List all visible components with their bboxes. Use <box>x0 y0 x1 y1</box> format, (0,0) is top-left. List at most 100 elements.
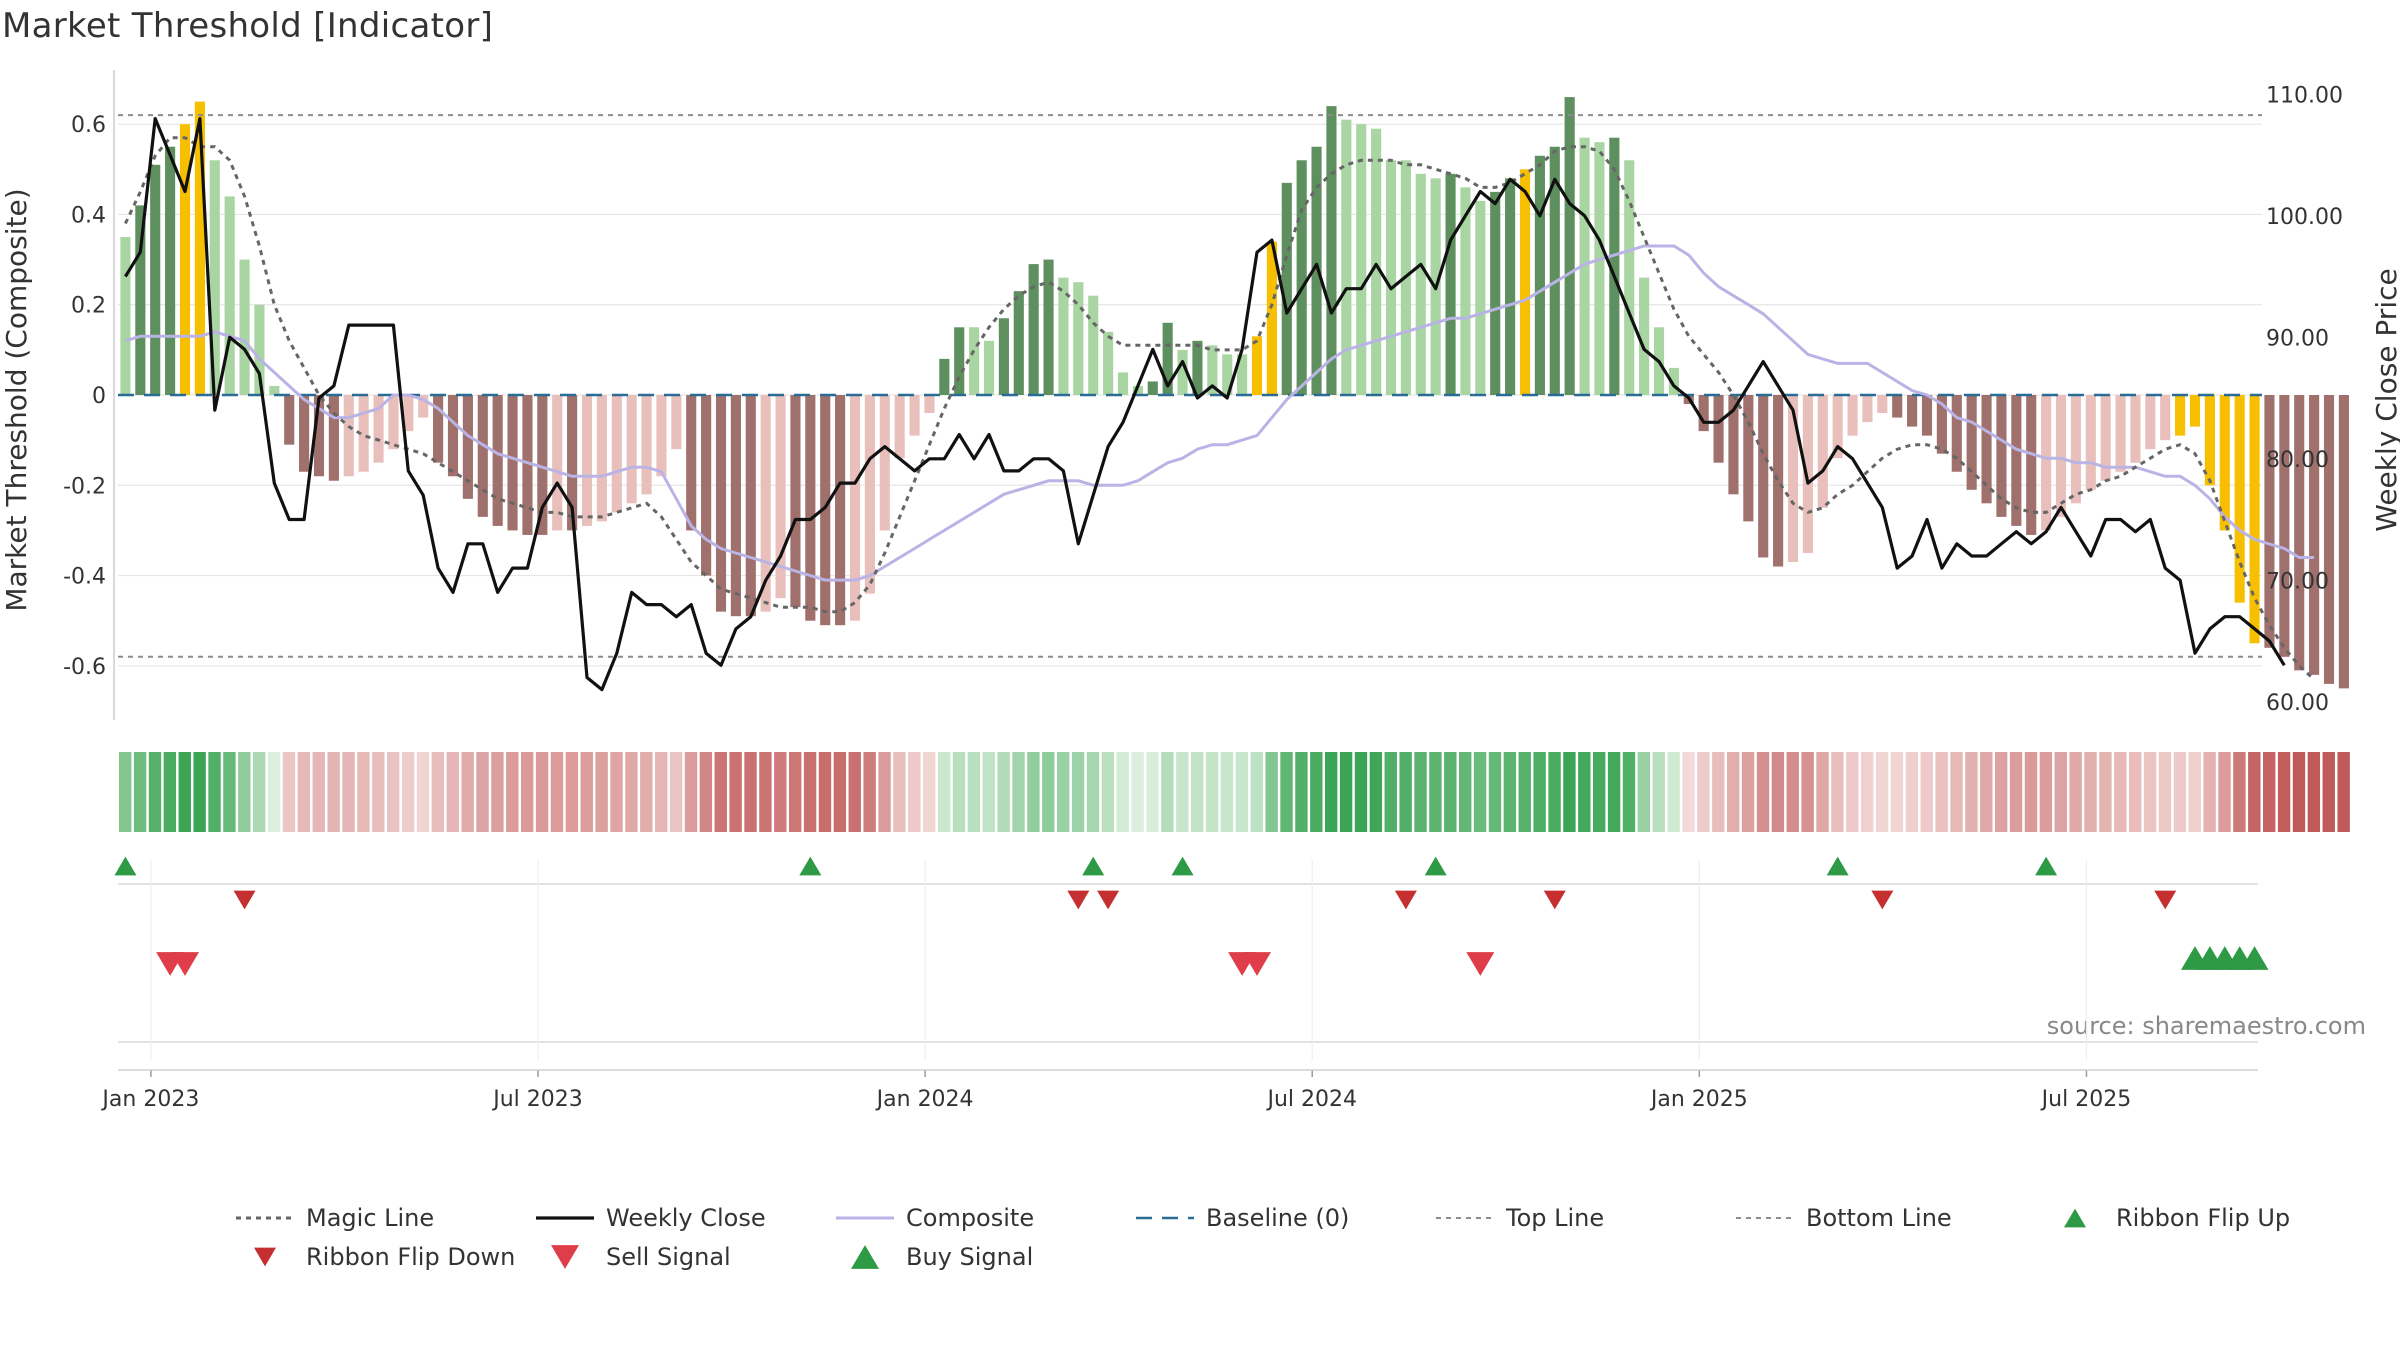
ribbon-cell <box>1399 752 1412 832</box>
composite-bar <box>1519 169 1531 395</box>
ribbon-cell <box>133 752 147 832</box>
composite-bar <box>150 164 161 395</box>
ribbon-cell <box>1771 752 1785 832</box>
ribbon-flip-up-marker <box>1826 856 1849 876</box>
y-tick-label: 0.2 <box>71 294 106 319</box>
composite-bar <box>313 395 325 477</box>
ribbon-flip-up-marker <box>1424 856 1447 876</box>
legend-item-close: Weekly Close <box>536 1204 766 1232</box>
ribbon-flip-down-marker <box>1097 890 1120 910</box>
ribbon-cell <box>744 752 757 832</box>
legend-item-flipdown: Ribbon Flip Down <box>254 1243 515 1271</box>
ribbon-cell <box>1325 752 1338 832</box>
y-tick-label: 0.6 <box>71 113 106 138</box>
ribbon-cell <box>163 752 177 832</box>
composite-bar <box>1892 395 1903 418</box>
ribbon-cell <box>833 752 847 832</box>
composite-bar <box>1594 142 1605 395</box>
composite-bar <box>299 395 310 472</box>
ribbon-cell <box>2084 752 2097 832</box>
ribbon-flip-down-marker <box>1067 890 1090 910</box>
legend-label: Baseline (0) <box>1206 1204 1349 1232</box>
composite-bar <box>1326 106 1337 395</box>
composite-bar <box>2249 395 2260 644</box>
ribbon-cell <box>431 752 445 832</box>
ribbon-cell <box>416 752 430 832</box>
composite-bar <box>224 196 235 395</box>
composite-bar <box>894 395 905 459</box>
ribbon-cell <box>2158 752 2172 832</box>
ribbon-cell <box>1176 752 1189 832</box>
ribbon-cell <box>2248 752 2261 832</box>
ribbon-cell <box>1339 752 1353 832</box>
ribbon-cell <box>2337 752 2350 832</box>
ribbon-cell <box>1086 752 1100 832</box>
ribbon-cell <box>655 752 668 832</box>
composite-bar <box>1475 200 1486 395</box>
composite-bar <box>1743 395 1754 522</box>
composite-bar <box>522 395 533 535</box>
axes: 0.6 0.4 0.2 0 -0.2 -0.4 -0.6 110.00 100.00 90.00 8… <box>0 70 2400 1112</box>
composite-bar <box>2160 395 2171 441</box>
ribbon-cell <box>2114 752 2127 832</box>
composite-bar <box>849 395 861 621</box>
ribbon-cell <box>2009 752 2023 832</box>
composite-bar <box>2145 395 2156 450</box>
composite-bar <box>1192 340 1203 395</box>
composite-bar <box>2234 395 2245 603</box>
composite-bar <box>1951 395 1962 472</box>
ribbon-cell <box>908 752 921 832</box>
composite-bar <box>1385 160 1397 395</box>
ribbon-cell <box>699 752 713 832</box>
composite-bar <box>730 395 741 617</box>
ribbon-cell <box>2069 752 2082 832</box>
ribbon-cell <box>2143 752 2157 832</box>
ribbon-flip-up-marker <box>1171 856 1194 876</box>
ribbon-cell <box>1980 752 1993 832</box>
composite-bar <box>358 395 369 472</box>
y-tick-label: -0.2 <box>63 474 106 499</box>
ribbon-cell <box>997 752 1010 832</box>
ribbon-cell <box>1935 752 1948 832</box>
composite-bar <box>2294 395 2305 671</box>
ribbon-cell <box>640 752 653 832</box>
ribbon-cell <box>208 752 221 832</box>
ribbon-cell <box>178 752 191 832</box>
composite-bar <box>835 395 846 626</box>
composite-bar <box>1028 264 1039 395</box>
ribbon-cell <box>1890 752 1904 832</box>
ribbon-cell <box>1354 752 1368 832</box>
ribbon-cell <box>610 752 623 832</box>
weekly-close-line <box>124 116 2286 692</box>
ribbon-cell <box>521 752 534 832</box>
legend-label: Sell Signal <box>606 1243 731 1271</box>
ribbon-cell <box>789 752 802 832</box>
composite-bar <box>745 395 756 617</box>
composite-bar <box>1966 395 1977 490</box>
ribbon-cell <box>2188 752 2201 832</box>
ribbon-cell <box>1801 752 1814 832</box>
composite-bar <box>1251 336 1263 395</box>
composite-bar <box>2011 395 2022 526</box>
legend-swatch <box>254 1247 276 1267</box>
ribbon-cell <box>759 752 772 832</box>
composite-bar <box>537 395 548 535</box>
ribbon-cell <box>476 752 489 832</box>
composite-bar <box>1073 282 1084 395</box>
ribbon-cell <box>461 752 474 832</box>
y-tick-label: 0.4 <box>71 203 106 228</box>
ribbon-cell <box>1369 752 1383 832</box>
ribbon-cell <box>1101 752 1115 832</box>
composite-bar <box>254 304 265 395</box>
y-tick-label: -0.4 <box>63 565 106 590</box>
composite-bar <box>1356 124 1367 396</box>
composite-bar <box>1281 182 1292 395</box>
y2-tick-label: 110.00 <box>2266 83 2343 108</box>
ribbon-cell <box>878 752 891 832</box>
ribbon-cell <box>1756 752 1770 832</box>
composite-bar <box>641 395 652 495</box>
x-tick-label: Jan 2023 <box>100 1087 199 1112</box>
sell-signal-marker <box>1466 952 1495 976</box>
composite-bar <box>1058 277 1069 395</box>
